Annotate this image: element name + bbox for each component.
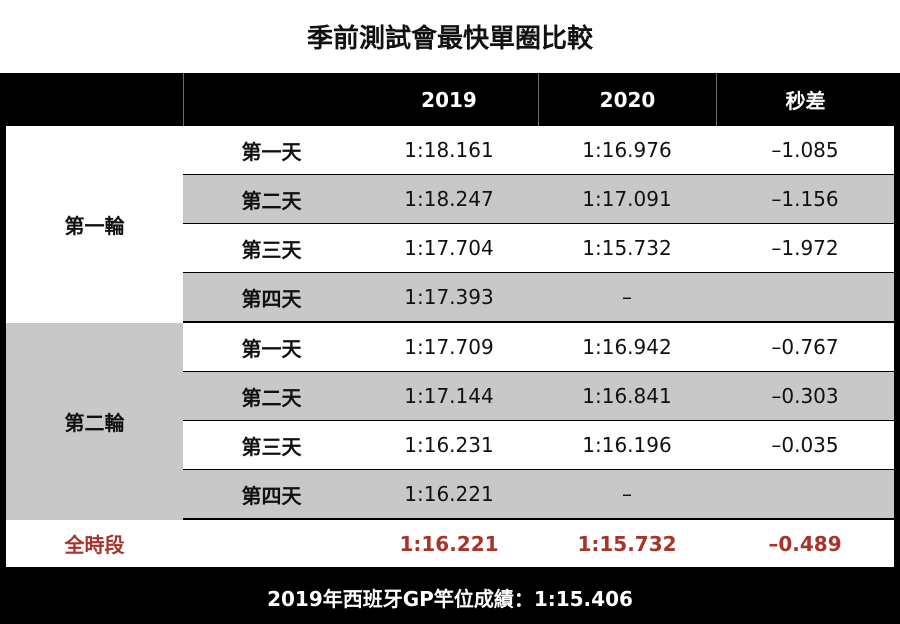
summary-spacer — [183, 520, 360, 567]
lap-2019-cell: 1:17.709 — [404, 335, 494, 359]
day-cell: 第一天 — [241, 336, 302, 361]
day-cell: 第四天 — [241, 286, 302, 311]
table-row: 第三天 1:16.231 1:16.196 –0.035 — [183, 421, 894, 469]
day-cell: 第三天 — [241, 237, 302, 262]
summary-row: 全時段 1:16.221 1:15.732 –0.489 — [6, 520, 894, 567]
header-diff: 秒差 — [716, 73, 894, 126]
table-row: 第二天 1:17.144 1:16.841 –0.303 — [183, 372, 894, 420]
diff-cell: –0.303 — [771, 384, 839, 408]
lap-2020-cell: 1:15.732 — [582, 236, 672, 260]
lap-2020-cell: 1:16.841 — [582, 384, 672, 408]
day-cell: 第三天 — [241, 434, 302, 459]
diff-cell: –0.767 — [771, 335, 839, 359]
header-round — [6, 73, 183, 126]
header-day — [183, 73, 360, 126]
table-row: 第四天 1:16.221 – — [183, 470, 894, 518]
lap-comparison-table: 2019 2020 秒差 第一輪 第二輪 第一天 1:18.161 1:16.9… — [0, 73, 900, 624]
lap-2020-cell: 1:17.091 — [582, 187, 672, 211]
lap-2020-cell: 1:16.976 — [582, 138, 672, 162]
day-cell: 第二天 — [241, 385, 302, 410]
lap-2019-cell: 1:18.247 — [404, 187, 494, 211]
table-row: 第一天 1:17.709 1:16.942 –0.767 — [183, 323, 894, 371]
pole-time-footer: 2019年西班牙GP竿位成績：1:15.406 — [267, 586, 633, 611]
summary-2019: 1:16.221 — [399, 531, 499, 556]
diff-cell: –1.156 — [771, 187, 839, 211]
table-row: 第二天 1:18.247 1:17.091 –1.156 — [183, 175, 894, 223]
lap-2019-cell: 1:17.393 — [404, 285, 494, 309]
diff-cell — [716, 470, 894, 518]
day-cell: 第二天 — [241, 188, 302, 213]
header-2020: 2020 — [538, 73, 716, 126]
lap-2019-cell: 1:16.221 — [404, 482, 494, 506]
table-row: 第一天 1:18.161 1:16.976 –1.085 — [183, 126, 894, 174]
summary-2020: 1:15.732 — [577, 531, 677, 556]
lap-2019-cell: 1:17.704 — [404, 236, 494, 260]
page-title: 季前測試會最快單圈比較 — [306, 23, 593, 54]
summary-diff: –0.489 — [768, 531, 842, 556]
table-row: 第四天 1:17.393 – — [183, 273, 894, 321]
lap-2020-cell: – — [622, 285, 632, 309]
lap-2020-cell: 1:16.196 — [582, 433, 672, 457]
lap-2019-cell: 1:18.161 — [404, 138, 494, 162]
header-2019: 2019 — [360, 73, 538, 126]
lap-2020-cell: – — [622, 482, 632, 506]
lap-2020-cell: 1:16.942 — [582, 335, 672, 359]
round-2-label: 第二輪 — [6, 323, 183, 520]
diff-cell — [716, 273, 894, 321]
table-row: 第三天 1:17.704 1:15.732 –1.972 — [183, 224, 894, 272]
day-cell: 第四天 — [241, 483, 302, 508]
diff-cell: –1.972 — [771, 236, 839, 260]
diff-cell: –0.035 — [771, 433, 839, 457]
summary-label: 全時段 — [64, 533, 125, 557]
diff-cell: –1.085 — [771, 138, 839, 162]
lap-2019-cell: 1:17.144 — [404, 384, 494, 408]
round-1-label: 第一輪 — [6, 126, 183, 323]
lap-2019-cell: 1:16.231 — [404, 433, 494, 457]
day-cell: 第一天 — [241, 139, 302, 164]
